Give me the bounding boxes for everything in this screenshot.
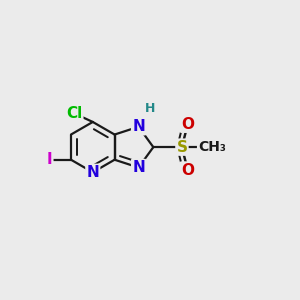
- Text: N: N: [132, 119, 145, 134]
- Text: O: O: [181, 163, 194, 178]
- Text: I: I: [47, 152, 52, 167]
- Text: H: H: [145, 102, 155, 115]
- Text: Cl: Cl: [66, 106, 82, 121]
- Text: CH₃: CH₃: [198, 140, 226, 154]
- Text: N: N: [132, 160, 145, 175]
- Text: O: O: [181, 117, 194, 132]
- Text: N: N: [86, 165, 99, 180]
- Text: S: S: [176, 140, 188, 154]
